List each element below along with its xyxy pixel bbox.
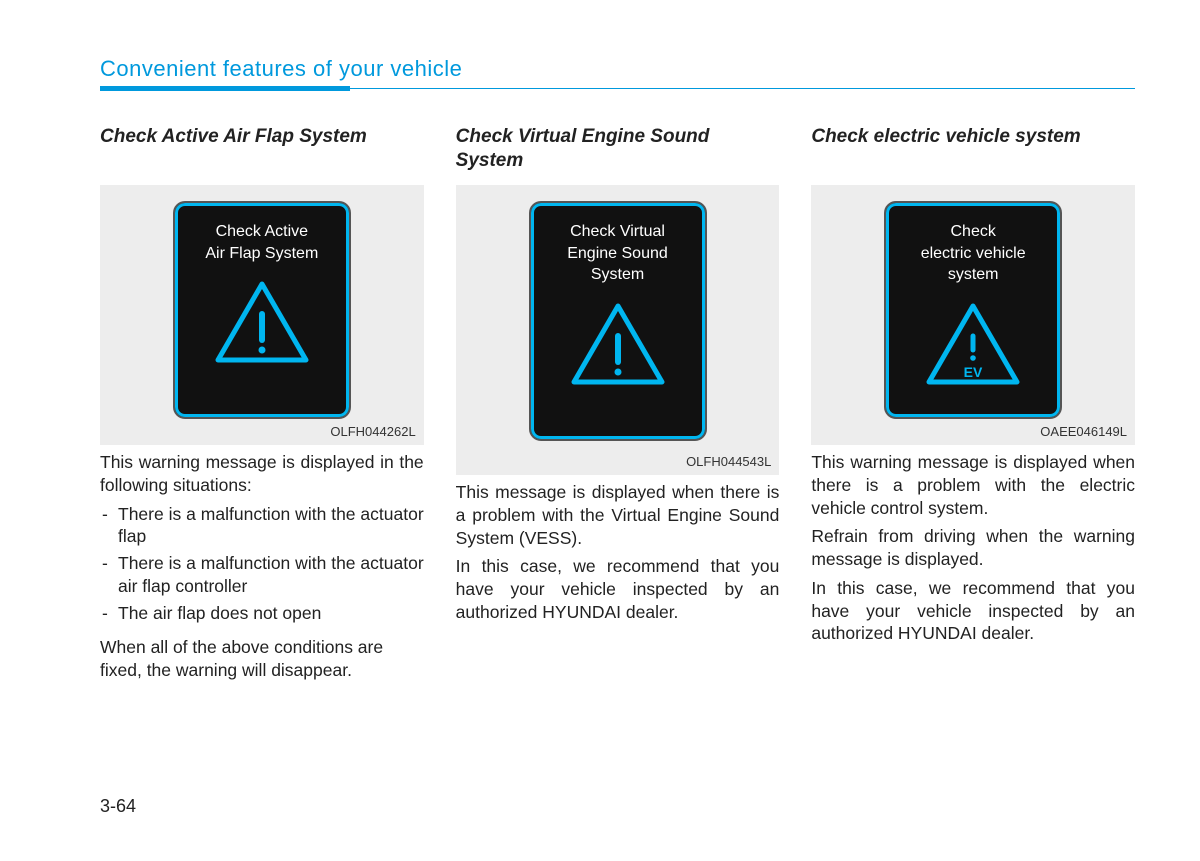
columns: Check Active Air Flap System Check Activ… xyxy=(100,125,1135,688)
display-panel: Check Active Air Flap System xyxy=(173,201,351,419)
list-item: The air flap does not open xyxy=(100,602,424,625)
warning-triangle-icon xyxy=(212,278,312,373)
section-title: Check Active Air Flap System xyxy=(100,125,424,173)
column-3: Check electric vehicle system Check elec… xyxy=(811,125,1135,688)
display-panel: Check electric vehicle system EV xyxy=(884,201,1062,419)
page-number: 3-64 xyxy=(100,796,136,817)
paragraph: This warning message is displayed when t… xyxy=(811,451,1135,519)
list-item: There is a malfunction with the actuator… xyxy=(100,552,424,598)
body-text: This warning message is displayed when t… xyxy=(811,451,1135,645)
panel-text: Check Virtual Engine Sound System xyxy=(567,221,668,286)
column-1: Check Active Air Flap System Check Activ… xyxy=(100,125,424,688)
header-rule-thick xyxy=(100,86,350,91)
column-2: Check Virtual Engine Sound System Check … xyxy=(456,125,780,688)
page-container: Convenient features of your vehicle Chec… xyxy=(0,0,1200,728)
list-item: There is a malfunction with the actuator… xyxy=(100,503,424,549)
panel-text: Check electric vehicle system xyxy=(921,221,1026,286)
body-text: This message is displayed when there is … xyxy=(456,481,780,624)
figure: Check electric vehicle system EV OAEE046… xyxy=(811,185,1135,445)
ev-warning-triangle-icon: EV xyxy=(923,300,1023,395)
section-title: Check electric vehicle system xyxy=(811,125,1135,173)
section-title: Check Virtual Engine Sound System xyxy=(456,125,780,173)
body-text: This warning message is displayed in the… xyxy=(100,451,424,682)
svg-text:EV: EV xyxy=(964,364,983,380)
intro-paragraph: This warning message is displayed in the… xyxy=(100,451,424,497)
figure-code: OLFH044543L xyxy=(686,454,771,469)
paragraph: In this case, we recommend that you have… xyxy=(456,555,780,623)
display-panel: Check Virtual Engine Sound System xyxy=(529,201,707,441)
page-header-title: Convenient features of your vehicle xyxy=(100,56,1135,82)
figure: Check Virtual Engine Sound System OLFH04… xyxy=(456,185,780,475)
paragraph: In this case, we recommend that you have… xyxy=(811,577,1135,645)
header-rule-thin xyxy=(350,88,1135,90)
figure: Check Active Air Flap System OLFH044262L xyxy=(100,185,424,445)
figure-code: OAEE046149L xyxy=(1040,424,1127,439)
paragraph: This message is displayed when there is … xyxy=(456,481,780,549)
paragraph: Refrain from driving when the warning me… xyxy=(811,525,1135,571)
bullet-list: There is a malfunction with the actuator… xyxy=(100,503,424,625)
panel-text: Check Active Air Flap System xyxy=(205,221,318,264)
header-rule xyxy=(100,86,1135,91)
warning-triangle-icon xyxy=(568,300,668,395)
figure-code: OLFH044262L xyxy=(330,424,415,439)
outro-paragraph: When all of the above conditions are fix… xyxy=(100,636,424,682)
